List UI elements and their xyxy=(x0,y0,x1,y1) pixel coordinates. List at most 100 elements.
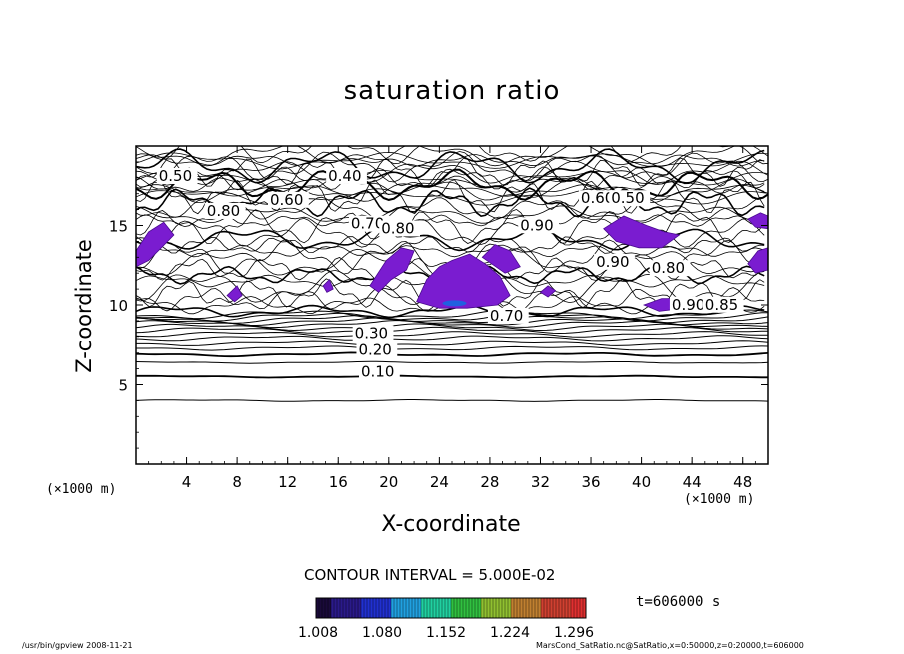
x-tick-label: 8 xyxy=(232,473,242,491)
footer-source: MarsCond_SatRatio.nc@SatRatio,x=0:50000,… xyxy=(536,641,804,650)
contour-label-bg xyxy=(702,296,744,313)
colorbar-tick-label: 1.224 xyxy=(490,625,530,641)
y-tick-label: 15 xyxy=(109,218,128,236)
supersaturated-region xyxy=(603,215,681,249)
contour-line xyxy=(136,340,768,346)
contour-line xyxy=(136,178,765,215)
colorbar-segment xyxy=(568,598,572,618)
colorbar-segment xyxy=(424,598,428,618)
colorbar-segment xyxy=(550,598,554,618)
colorbar-segment xyxy=(358,598,362,618)
colorbar-segment xyxy=(445,598,449,618)
time-label: t=606000 s xyxy=(636,594,721,610)
x-tick-label: 32 xyxy=(531,473,550,491)
supersaturated-region xyxy=(416,253,511,309)
contour-line xyxy=(136,154,765,167)
contour-line xyxy=(136,175,765,194)
colorbar-tick-label: 1.152 xyxy=(426,625,466,641)
contour-label: 0.80 xyxy=(652,259,685,277)
contour-label-bg xyxy=(267,191,309,208)
x-tick-label: 4 xyxy=(182,473,192,491)
contour-label: 0.70 xyxy=(490,307,523,325)
colorbar-segment xyxy=(364,598,368,618)
supersaturated-region xyxy=(136,221,175,268)
y-tick-label: 10 xyxy=(109,297,128,315)
colorbar-segment xyxy=(400,598,404,618)
contour-line xyxy=(136,146,768,167)
contour-line xyxy=(136,312,768,322)
colorbar-segment xyxy=(514,598,518,618)
colorbar: 1.008 1.080 1.152 1.224 1.296 xyxy=(298,597,594,641)
colorbar-segment xyxy=(529,598,533,618)
colorbar-segment xyxy=(484,598,488,618)
colorbar-segment xyxy=(346,598,350,618)
colorbar-segment xyxy=(415,598,419,618)
colorbar-segment xyxy=(520,598,524,618)
supersaturated-region xyxy=(539,285,557,298)
colorbar-segment xyxy=(553,598,557,618)
colorbar-segment xyxy=(466,598,470,618)
supersaturated-region xyxy=(747,247,768,274)
colorbar-segment xyxy=(337,598,341,618)
contour-line xyxy=(136,148,765,185)
colorbar-segment xyxy=(565,598,569,618)
contour-label: 0.50 xyxy=(159,167,192,185)
colorbar-segment xyxy=(460,598,464,618)
colorbar-segment xyxy=(406,598,410,618)
contour-label: 0.70 xyxy=(351,215,384,233)
contour-label: 0.60 xyxy=(581,189,614,207)
colorbar-segment xyxy=(538,598,542,618)
x-tick-label: 40 xyxy=(632,473,651,491)
colorbar-segment xyxy=(481,598,485,618)
colorbar-segment xyxy=(448,598,452,618)
contour-label-bg xyxy=(352,325,394,342)
colorbar-segment xyxy=(427,598,431,618)
supersaturated-region xyxy=(322,278,334,293)
contour-label-bg xyxy=(594,253,635,270)
contour-label-bg xyxy=(487,307,529,324)
contour-label: 0.90 xyxy=(672,296,705,314)
x-tick-label: 20 xyxy=(379,473,398,491)
colorbar-segment xyxy=(433,598,437,618)
colorbar-segment xyxy=(472,598,476,618)
contour-label-bg xyxy=(379,220,421,237)
contour-line xyxy=(136,168,768,201)
colorbar-segment xyxy=(376,598,380,618)
x-tick-label: 36 xyxy=(581,473,600,491)
supersaturated-region xyxy=(226,285,243,303)
colorbar-segment xyxy=(379,598,383,618)
colorbar-segment xyxy=(508,598,512,618)
colorbar-segment xyxy=(355,598,359,618)
colorbar-segment xyxy=(397,598,401,618)
x-tick-label: 28 xyxy=(480,473,499,491)
contour-line xyxy=(136,309,768,320)
colorbar-segment xyxy=(349,598,353,618)
contour-label: 0.90 xyxy=(596,253,629,271)
colorbar-segment xyxy=(454,598,458,618)
colorbar-segment xyxy=(439,598,443,618)
colorbar-segment xyxy=(577,598,581,618)
x-tick-label: 12 xyxy=(278,473,297,491)
contour-line xyxy=(136,146,768,165)
colorbar-segment xyxy=(412,598,416,618)
x-tick-label: 24 xyxy=(430,473,449,491)
colorbar-segment xyxy=(499,598,503,618)
contour-label: 0.50 xyxy=(611,189,644,207)
colorbar-segment xyxy=(475,598,479,618)
colorbar-segment xyxy=(373,598,377,618)
contour-label: 0.85 xyxy=(705,296,738,314)
colorbar-segment xyxy=(388,598,392,618)
colorbar-segment xyxy=(556,598,560,618)
colorbar-segment xyxy=(490,598,494,618)
contour-line xyxy=(136,374,768,379)
contour-line xyxy=(136,169,768,188)
colorbar-segment xyxy=(352,598,356,618)
contour-label: 0.10 xyxy=(361,363,394,381)
colorbar-segment xyxy=(436,598,440,618)
contour-label-bg xyxy=(669,296,711,313)
contour-line xyxy=(136,160,768,186)
colorbar-segment xyxy=(325,598,329,618)
contour-label: 0.20 xyxy=(358,340,391,358)
